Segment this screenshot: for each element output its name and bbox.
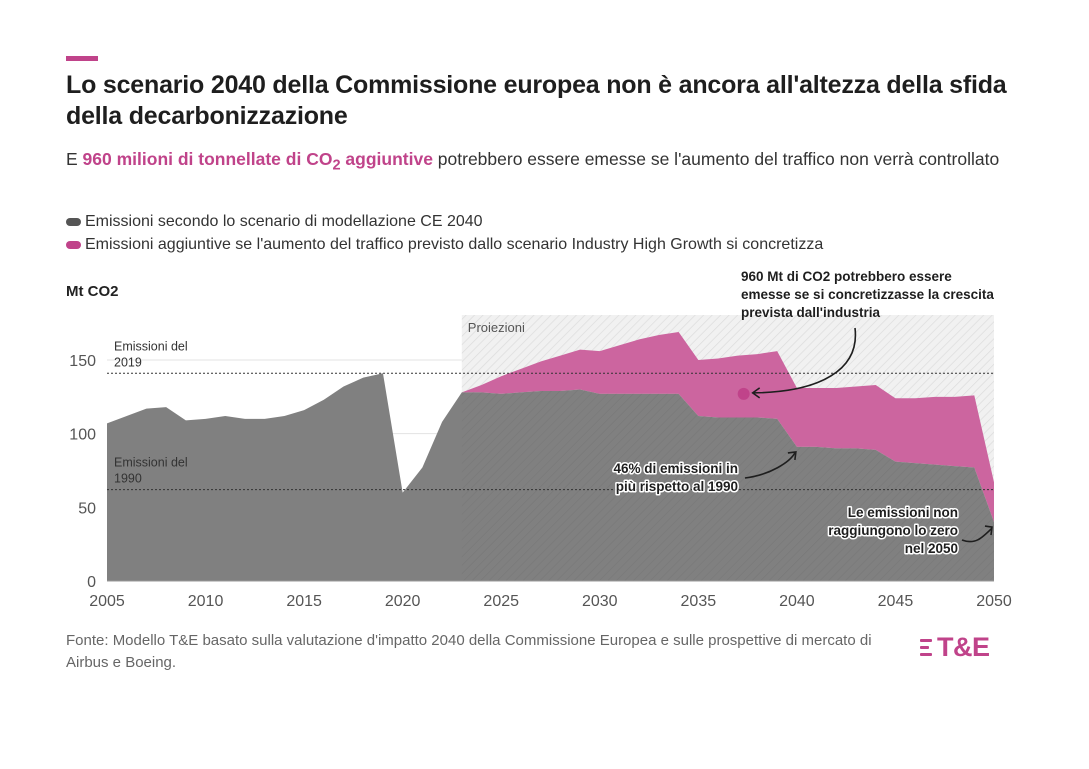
reference-label-line: 1990	[114, 472, 142, 486]
annotation-line: nel 2050	[905, 541, 958, 556]
y-tick-label: 50	[78, 500, 96, 517]
axes: 0 50 100 150 2005 2010 2015 2020 2025 2030 2035 204…	[69, 353, 1012, 610]
reference-label-line: Emissioni del	[114, 456, 188, 470]
annotation-line: raggiungono lo zero	[828, 523, 958, 538]
x-tick-label: 2050	[976, 593, 1012, 610]
annotation-arrow	[961, 527, 993, 543]
area-additional-emissions	[461, 332, 994, 523]
projection-label: Proiezioni	[468, 320, 525, 335]
subtitle-highlight-sub: 2	[332, 157, 341, 174]
chart-legend: Emissioni secondo lo scenario di modella…	[66, 210, 823, 256]
data-areas	[107, 332, 994, 581]
reference-label-1: Emissioni del 1990	[114, 456, 188, 486]
annotation-line: Le emissioni non	[848, 505, 958, 520]
subtitle-highlight-text: 960 milioni di tonnellate di CO	[82, 149, 333, 169]
legend-label-base: Emissioni secondo lo scenario di modella…	[85, 213, 483, 230]
annotation-arrow	[744, 452, 796, 479]
chart-title: Lo scenario 2040 della Commissione europ…	[66, 71, 1007, 130]
y-tick-label: 150	[69, 353, 96, 370]
source-note: Fonte: Modello T&E basato sulla valutazi…	[66, 632, 872, 671]
x-tick-label: 2020	[385, 593, 421, 610]
annotation-marker	[737, 387, 750, 400]
annotation-line: più rispetto al 1990	[616, 479, 738, 494]
x-tick-label: 2045	[878, 593, 914, 610]
x-tick-label: 2025	[483, 593, 519, 610]
annotation-arrow	[753, 327, 857, 394]
te-logo: T&E	[920, 632, 990, 663]
y-tick-label: 0	[87, 574, 96, 591]
annotation-zero: Le emissioni non raggiungono lo zero nel 2…	[828, 505, 958, 556]
annotation-line: prevista dall'industria	[741, 305, 880, 320]
x-tick-label: 2005	[89, 593, 125, 610]
annotation-arrowhead	[984, 525, 993, 536]
annotation-arrowhead	[787, 451, 797, 461]
x-tick-label: 2040	[779, 593, 815, 610]
x-tick-label: 2015	[286, 593, 322, 610]
subtitle-highlight: 960 milioni di tonnellate di CO2 aggiunt…	[82, 149, 433, 174]
subtitle-rest: potrebbero essere emesse se l'aumento de…	[432, 149, 1000, 169]
te-logo-text: T&E	[937, 632, 990, 662]
reference-label-0: Emissioni del 2019	[114, 339, 188, 369]
annotation-line: 46% di emissioni in	[613, 461, 738, 476]
y-tick-label: 100	[69, 427, 96, 444]
x-tick-label: 2010	[188, 593, 224, 610]
legend-item-base: Emissioni secondo lo scenario di modella…	[66, 210, 823, 233]
annotations: 960 Mt di CO2 potrebbero essere emesse se…	[612, 269, 994, 558]
legend-swatch-additional	[66, 240, 81, 249]
te-logo-mark	[920, 637, 932, 658]
reference-label-line: 2019	[114, 355, 142, 369]
legend-swatch-base	[66, 217, 81, 226]
y-axis-label: Mt CO2	[66, 283, 119, 300]
legend-item-additional: Emissioni aggiuntive se l'aumento del tr…	[66, 233, 823, 256]
annotation-960mt: 960 Mt di CO2 potrebbero essere emesse se…	[741, 269, 994, 320]
x-tick-label: 2030	[582, 593, 618, 610]
subtitle-highlight-suffix: aggiuntive	[340, 149, 433, 169]
area-base-projection-hatch	[461, 389, 994, 581]
legend-label-additional: Emissioni aggiuntive se l'aumento del tr…	[85, 236, 824, 253]
chart-subtitle: E 960 milioni di tonnellate di CO2 aggiu…	[66, 146, 1026, 179]
annotation-line: emesse se si concretizzasse la crescita	[741, 287, 994, 302]
reference-label-line: Emissioni del	[114, 339, 188, 353]
reference-lines: Emissioni del 2019 Emissioni del 1990	[107, 339, 994, 491]
annotation-46pct: 46% di emissioni in più rispetto al 1990	[613, 461, 738, 494]
accent-bar	[66, 56, 98, 61]
subtitle-prefix: E	[66, 149, 83, 169]
annotation-line: 960 Mt di CO2 potrebbero essere	[741, 269, 952, 284]
x-tick-label: 2035	[681, 593, 717, 610]
annotation-arrowhead	[751, 387, 761, 399]
